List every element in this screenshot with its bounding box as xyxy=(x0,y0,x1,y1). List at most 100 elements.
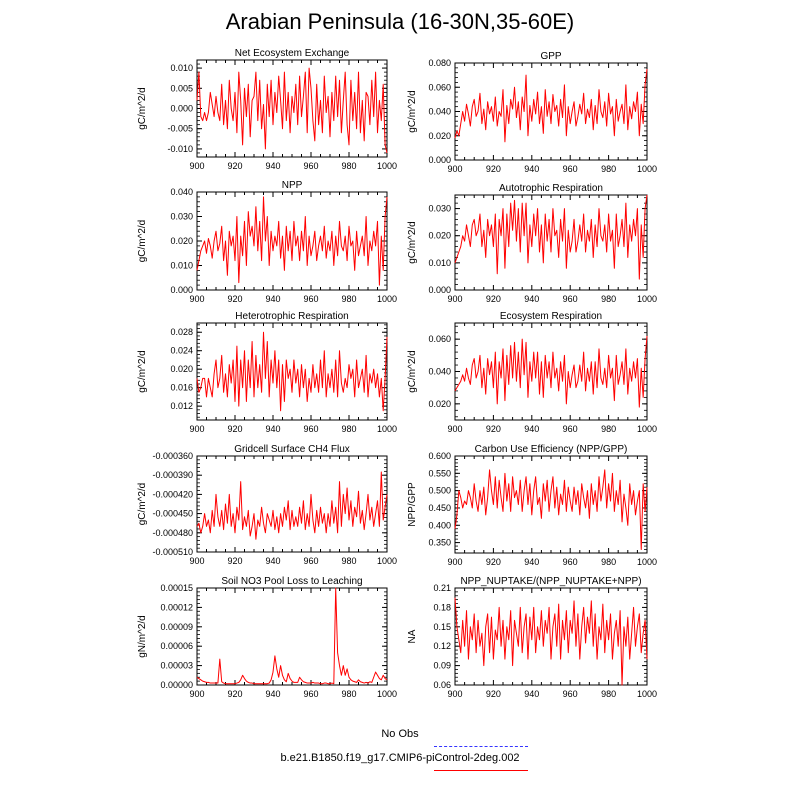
x-tick-label: 940 xyxy=(265,556,280,566)
y-tick-label: 0.040 xyxy=(170,187,193,197)
chart-panel-1: 900 920 940 960 980 1000 -0.010 -0.005 0.000 0.00… xyxy=(137,48,397,171)
x-tick-label: 920 xyxy=(227,556,242,566)
series-line xyxy=(454,597,648,686)
y-tick-label: 0.21 xyxy=(433,583,451,593)
x-tick-label: 920 xyxy=(227,294,242,304)
x-tick-label: 920 xyxy=(486,164,501,174)
chart-panel-7: 900 920 940 960 980 1000 -0.000360 -0.000390 -0.… xyxy=(137,444,397,566)
y-tick-label: 0.00006 xyxy=(160,641,193,651)
y-tick-label: 0.020 xyxy=(428,399,451,409)
x-tick-label: 980 xyxy=(341,294,356,304)
y-axis-label: NPP/GPP xyxy=(407,482,418,527)
y-tick-label: 0.080 xyxy=(428,58,451,68)
x-tick-label: 900 xyxy=(447,164,462,174)
y-axis-label: gC/m^2/d xyxy=(407,221,418,264)
panel-title: NPP xyxy=(282,180,303,191)
chart-panel-9: 900 920 940 960 980 1000 0.00000 0.00003 0.00006… xyxy=(137,576,397,699)
y-tick-label: -0.000360 xyxy=(152,451,193,461)
series-line xyxy=(454,469,648,551)
panel-title: Net Ecosystem Exchange xyxy=(235,48,350,59)
y-axis-label: gC/m^2/d xyxy=(407,350,418,393)
x-tick-label: 980 xyxy=(341,424,356,434)
y-tick-label: 0.350 xyxy=(428,538,451,548)
x-tick-label: 920 xyxy=(486,689,501,699)
y-tick-label: 0.00000 xyxy=(160,680,193,690)
plot-frame xyxy=(196,587,388,686)
x-tick-label: 900 xyxy=(447,424,462,434)
y-tick-label: 0.040 xyxy=(428,367,451,377)
x-tick-label: 940 xyxy=(524,689,539,699)
x-tick-label: 960 xyxy=(563,689,578,699)
y-tick-label: 0.400 xyxy=(428,520,451,530)
x-tick-label: 1000 xyxy=(377,161,397,171)
y-tick-label: 0.010 xyxy=(170,63,193,73)
y-tick-label: 0.06 xyxy=(433,680,451,690)
y-tick-label: 0.600 xyxy=(428,451,451,461)
series-line xyxy=(196,331,388,412)
y-tick-label: 0.028 xyxy=(170,327,193,337)
x-tick-label: 960 xyxy=(563,424,578,434)
x-tick-label: 900 xyxy=(447,294,462,304)
chart-panel-6: 900 920 940 960 980 1000 0.020 0.040 0.060 Ecosys… xyxy=(407,311,657,434)
x-tick-label: 1000 xyxy=(377,294,397,304)
y-tick-label: 0.010 xyxy=(170,261,193,271)
series-line xyxy=(196,471,388,540)
y-tick-label: 0.18 xyxy=(433,602,451,612)
panel-title: NPP_NUPTAKE/(NPP_NUPTAKE+NPP) xyxy=(460,576,641,587)
x-tick-label: 980 xyxy=(341,556,356,566)
y-tick-label: 0.024 xyxy=(170,346,193,356)
x-tick-label: 980 xyxy=(341,161,356,171)
x-tick-label: 940 xyxy=(265,161,280,171)
x-tick-label: 940 xyxy=(524,557,539,567)
series-line xyxy=(196,587,388,685)
y-tick-label: 0.060 xyxy=(428,334,451,344)
x-tick-label: 960 xyxy=(303,294,318,304)
x-tick-label: 960 xyxy=(563,164,578,174)
x-tick-label: 920 xyxy=(227,424,242,434)
x-tick-label: 980 xyxy=(601,164,616,174)
y-axis-label: NA xyxy=(407,629,418,643)
series-line xyxy=(454,68,648,143)
x-tick-label: 940 xyxy=(524,424,539,434)
y-tick-label: 0.500 xyxy=(428,486,451,496)
x-tick-label: 980 xyxy=(341,689,356,699)
legend-model-line xyxy=(434,770,528,771)
y-axis-label: gC/m^2/d xyxy=(137,483,148,526)
series-line xyxy=(196,67,388,154)
y-axis-label: gC/m^2/d xyxy=(137,87,148,130)
x-tick-label: 940 xyxy=(265,294,280,304)
chart-panel-8: 900 920 940 960 980 1000 0.350 0.400 0.450 0.500 0… xyxy=(407,444,657,567)
y-tick-label: 0.000 xyxy=(428,285,451,295)
x-tick-label: 900 xyxy=(189,556,204,566)
y-tick-label: 0.020 xyxy=(170,236,193,246)
x-tick-label: 920 xyxy=(486,557,501,567)
x-tick-label: 900 xyxy=(447,557,462,567)
x-tick-label: 980 xyxy=(601,689,616,699)
x-tick-label: 1000 xyxy=(637,689,657,699)
y-tick-label: 0.030 xyxy=(170,212,193,222)
y-tick-label: 0.450 xyxy=(428,503,451,513)
y-tick-label: -0.000390 xyxy=(152,470,193,480)
y-tick-label: 0.000 xyxy=(170,104,193,114)
x-tick-label: 1000 xyxy=(377,424,397,434)
chart-panel-5: 900 920 940 960 980 1000 0.012 0.016 0.020 0.024 0… xyxy=(137,311,397,434)
y-tick-label: 0.00015 xyxy=(160,583,193,593)
y-tick-label: 0.000 xyxy=(170,285,193,295)
legend-model-label: b.e21.B1850.f19_g17.CMIP6-piControl-2deg… xyxy=(280,752,520,764)
y-tick-label: -0.000510 xyxy=(152,547,193,557)
panel-title: Carbon Use Efficiency (NPP/GPP) xyxy=(475,444,628,455)
y-tick-label: 0.00003 xyxy=(160,661,193,671)
x-tick-label: 960 xyxy=(303,424,318,434)
x-tick-label: 920 xyxy=(227,689,242,699)
x-tick-label: 940 xyxy=(524,164,539,174)
panel-title: GPP xyxy=(540,51,561,62)
x-tick-label: 960 xyxy=(303,161,318,171)
y-tick-label: -0.000480 xyxy=(152,528,193,538)
y-tick-label: 0.000 xyxy=(428,155,451,165)
y-tick-label: -0.005 xyxy=(167,124,193,134)
x-tick-label: 1000 xyxy=(377,556,397,566)
x-tick-label: 980 xyxy=(601,424,616,434)
plot-frame xyxy=(196,322,388,421)
chart-panel-4: 900 920 940 960 980 1000 0.000 0.010 0.020 0.030 A… xyxy=(407,183,657,304)
x-tick-label: 960 xyxy=(563,294,578,304)
